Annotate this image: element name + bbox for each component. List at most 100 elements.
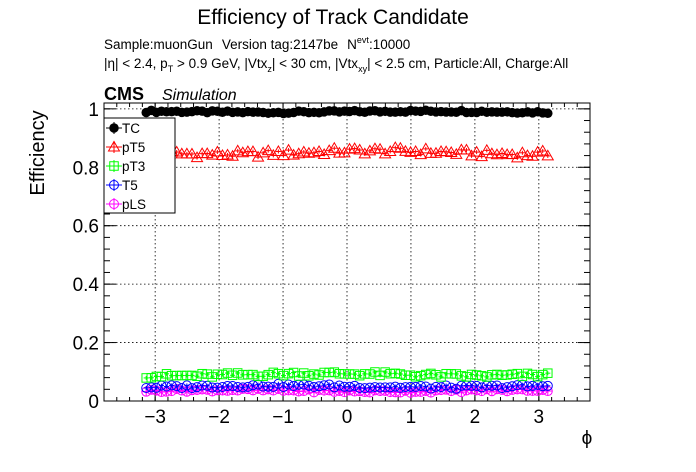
- data-point-pT3: [314, 370, 324, 380]
- series-pT3: [141, 367, 553, 383]
- data-point-T5: [349, 380, 360, 391]
- x-axis-label: ϕ: [582, 428, 593, 449]
- data-point-pT3: [471, 370, 482, 380]
- data-point-pT3: [329, 367, 340, 377]
- data-point-T5: [247, 380, 258, 391]
- data-point-pLS: [542, 386, 553, 397]
- data-point-T5: [491, 380, 502, 391]
- legend: TC pT5 pT3 T5 pLS: [103, 117, 176, 214]
- data-point-T5: [527, 380, 538, 391]
- data-point-pT5: [205, 148, 219, 160]
- data-point-T5: [441, 380, 452, 391]
- data-point-pT5: [226, 149, 239, 161]
- data-point-pT5: [536, 144, 550, 156]
- data-point-pT3: [283, 368, 294, 379]
- data-point-T5: [298, 379, 309, 390]
- data-point-T5: [253, 379, 264, 390]
- series-pT5: [139, 141, 555, 163]
- data-point-pT5: [363, 144, 377, 156]
- x-tick-label: 1: [406, 407, 417, 428]
- data-point-pT5: [307, 146, 321, 158]
- info-line-1: Sample:muonGun Version tag:2147be Nevt:100…: [104, 35, 410, 52]
- data-point-pT3: [451, 369, 462, 379]
- data-point-pT3: [410, 371, 421, 382]
- data-point-pT3: [227, 370, 238, 381]
- data-point-pT5: [353, 143, 367, 155]
- data-point-T5: [359, 383, 370, 394]
- legend-entry-pT3: pT3: [106, 159, 145, 174]
- data-point-pT3: [156, 371, 167, 382]
- data-point-T5: [186, 383, 197, 394]
- data-point-pT3: [268, 367, 279, 378]
- data-point-pT3: [293, 371, 304, 381]
- data-point-pT5: [312, 144, 326, 156]
- info-version: Version tag:2147be: [222, 37, 338, 52]
- info-rest: | < 2.5 cm, Particle:All, Charge:All: [367, 56, 568, 71]
- data-point-pT5: [358, 147, 372, 159]
- data-point-T5: [151, 382, 162, 393]
- data-point-T5: [314, 381, 325, 392]
- data-point-pT3: [405, 370, 416, 380]
- legend-entry-TC: TC: [106, 121, 140, 136]
- data-point-T5: [278, 382, 289, 393]
- data-point-pT5: [266, 148, 280, 160]
- data-point-T5: [288, 380, 299, 391]
- data-point-T5: [273, 378, 284, 389]
- data-point-T5: [522, 381, 533, 392]
- data-point-pT5: [211, 145, 224, 157]
- data-point-T5: [451, 383, 462, 394]
- data-point-pT5: [261, 144, 275, 156]
- cms-sublabel: Simulation: [162, 87, 237, 104]
- data-point-pT5: [465, 149, 478, 161]
- data-point-pT3: [502, 370, 512, 380]
- legend-box: [103, 117, 176, 214]
- data-point-pT5: [480, 143, 494, 155]
- info-sample: Sample:muonGun: [104, 37, 213, 52]
- legend-entry-T5: T5: [106, 178, 138, 193]
- data-point-pT3: [507, 369, 517, 380]
- data-point-T5: [166, 380, 177, 391]
- chart-title: Efficiency of Track Candidate: [197, 6, 469, 29]
- data-point-T5: [334, 380, 345, 391]
- data-point-pT3: [192, 371, 202, 382]
- data-point-pT3: [299, 368, 309, 378]
- data-point-pT3: [375, 370, 385, 381]
- data-point-pT3: [258, 371, 268, 382]
- data-point-pT5: [185, 147, 199, 159]
- data-point-pT5: [444, 146, 458, 158]
- data-point-pT5: [490, 148, 504, 160]
- data-point-pT5: [190, 151, 204, 163]
- data-point-T5: [410, 381, 421, 392]
- data-point-pT3: [354, 370, 365, 381]
- data-point-pT5: [409, 145, 422, 157]
- data-point-pT5: [419, 142, 433, 154]
- data-point-pT3: [461, 372, 472, 382]
- data-point-T5: [303, 380, 314, 391]
- info-pt-sub: T: [168, 64, 174, 74]
- data-point-pT3: [349, 369, 360, 379]
- x-tick-label: −3: [144, 407, 166, 428]
- data-point-pT5: [322, 144, 336, 156]
- data-point-pT3: [537, 369, 548, 380]
- data-point-T5: [497, 383, 508, 394]
- y-tick-label: 0: [88, 392, 99, 413]
- legend-marker-pT3: [109, 161, 119, 171]
- data-point-T5: [181, 380, 192, 391]
- data-point-pT5: [526, 149, 539, 161]
- data-points: [139, 105, 555, 398]
- data-point-pT3: [202, 369, 212, 379]
- legend-label: pT3: [122, 159, 145, 174]
- data-point-T5: [217, 382, 228, 393]
- data-point-pT5: [414, 148, 428, 160]
- info-line-2: |η| < 2.4, pT > 0.9 GeV, |Vtxz| < 30 cm,…: [104, 56, 568, 74]
- y-tick-label: 1: [88, 100, 99, 121]
- data-point-pT5: [277, 149, 290, 161]
- data-point-T5: [385, 382, 396, 393]
- data-point-T5: [319, 380, 330, 391]
- data-point-pT3: [431, 370, 441, 380]
- data-point-pT5: [287, 148, 300, 160]
- data-point-pT3: [278, 370, 289, 381]
- data-point-pT5: [383, 144, 397, 156]
- legend-entry-pT5: pT5: [106, 140, 145, 155]
- data-point-pT5: [272, 144, 285, 156]
